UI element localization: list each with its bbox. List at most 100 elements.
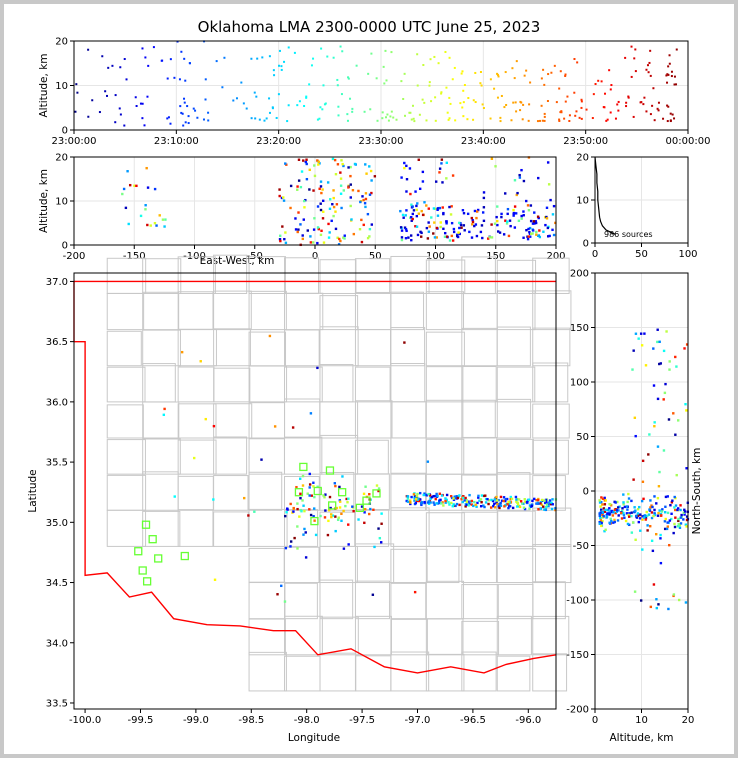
source-point [637,520,641,524]
source-point [634,434,637,438]
source-point [370,179,373,182]
source-point [308,188,311,191]
source-point [534,220,537,223]
source-point [560,110,563,113]
county-line [532,439,569,475]
source-point [434,497,437,501]
county-line [354,615,392,656]
source-point [360,218,363,222]
source-point [141,102,144,105]
source-point [450,501,453,505]
source-point [672,593,676,596]
ns-y-axis-label: North-South, km [691,448,703,535]
source-point [642,103,645,106]
source-point [475,210,479,213]
source-point [519,109,522,112]
source-point [664,495,668,499]
source-point [551,498,554,501]
county-line [496,583,534,620]
source-point [508,219,512,222]
source-point [413,590,417,594]
source-point [462,101,465,104]
source-point [316,241,319,245]
source-point [638,505,641,509]
source-point [473,209,477,213]
source-point [281,225,284,228]
source-point [658,362,661,366]
source-point [498,506,501,510]
source-point [656,328,659,331]
source-point [683,347,686,350]
source-point [630,45,633,48]
source-point [432,501,435,504]
source-point [245,107,248,110]
altitude-northsouth-panel: 0 10 20-200-150-100-50050100150200Altitude… [566,269,703,745]
source-point [458,221,461,225]
source-point [141,117,144,120]
source-point [627,95,630,98]
county-line [177,256,216,294]
source-point [309,412,313,415]
source-point [392,116,395,119]
source-point [549,503,553,506]
source-point [340,512,343,516]
source-point [670,512,673,515]
source-point [343,234,346,237]
source-point [633,510,636,514]
source-point [508,505,512,508]
station-marker [328,501,337,510]
source-point [515,110,518,113]
source-point [622,503,625,506]
source-point [476,208,480,212]
county-line [461,256,496,294]
source-point [663,511,667,514]
source-point [482,107,485,110]
source-point [139,102,142,105]
hist-y-tick-label: 10 [576,196,589,207]
source-point [412,209,416,212]
source-point [613,520,616,524]
source-point [277,93,280,96]
source-point [497,498,500,502]
source-point [616,506,620,509]
source-point [305,95,308,98]
source-point [334,484,337,488]
station-marker [134,547,143,556]
county-line [532,581,566,620]
source-point [645,110,648,113]
county-line [213,290,252,331]
source-point [539,500,543,504]
source-point [415,496,419,499]
county-line [532,403,570,439]
source-point [279,239,282,243]
source-point [369,108,372,111]
source-point [254,117,257,120]
ns-x-tick-label: 10 [635,715,648,726]
source-point [664,505,667,508]
source-point [98,111,101,114]
source-point [280,584,283,588]
source-point [429,58,432,61]
source-point [647,513,651,516]
source-point [439,221,442,224]
source-point [663,520,667,523]
source-point [302,504,305,507]
source-point [337,105,340,108]
source-point [648,433,651,436]
source-point [287,46,290,49]
source-point [679,508,682,512]
source-point [390,51,393,54]
source-point [268,334,272,338]
source-point [676,525,680,528]
source-point [294,228,298,231]
source-point [416,53,419,56]
source-point [649,49,652,52]
source-point [608,69,611,72]
source-point [450,234,454,238]
source-point [161,218,165,221]
source-point [666,73,669,76]
source-point [659,533,662,537]
county-line [248,508,288,547]
source-point [523,498,526,501]
source-point [527,209,531,212]
